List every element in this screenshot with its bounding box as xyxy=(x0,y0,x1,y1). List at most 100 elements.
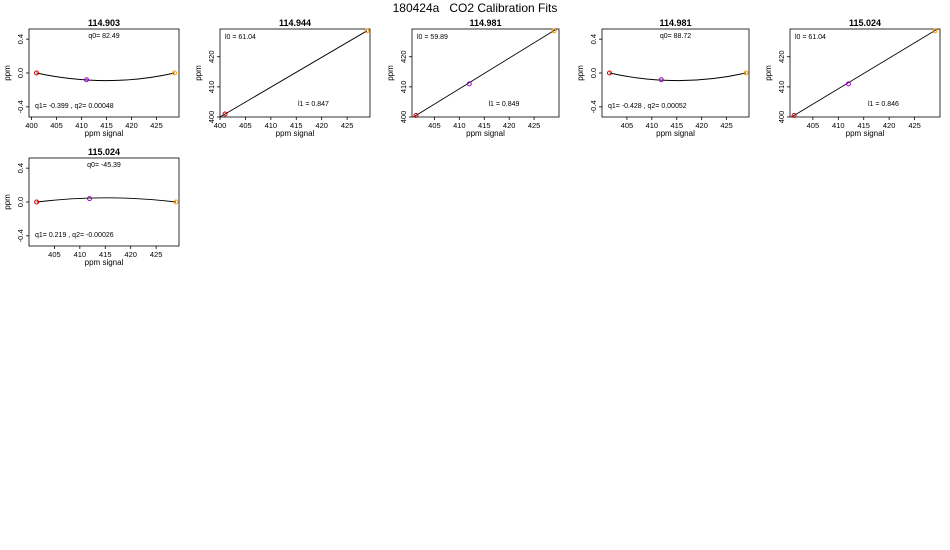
x-tick-label: 405 xyxy=(239,121,252,130)
chart-title: 115.024 xyxy=(88,147,120,157)
y-tick-label: 420 xyxy=(207,50,216,63)
data-point xyxy=(172,70,177,76)
x-tick-label: 425 xyxy=(150,250,163,259)
x-axis-label: ppm signal xyxy=(466,129,505,138)
y-tick-label: 0.4 xyxy=(589,34,598,44)
y-tick-label: 400 xyxy=(207,111,216,124)
x-tick-label: 405 xyxy=(48,250,61,259)
x-tick-label: 415 xyxy=(99,250,112,259)
x-tick-label: 420 xyxy=(695,121,708,130)
chart-title: 115.024 xyxy=(849,18,881,28)
x-tick-label: 425 xyxy=(341,121,354,130)
y-axis-label: ppm xyxy=(3,194,12,210)
fit-annotation: l0 = 61.04 xyxy=(225,34,256,41)
plot-frame xyxy=(411,28,560,118)
data-point xyxy=(222,111,228,117)
y-tick-label: 410 xyxy=(207,81,216,94)
chart-title: 114.944 xyxy=(279,18,311,28)
y-tick-label: 420 xyxy=(399,50,408,63)
fit-annotation: l0 = 61.04 xyxy=(795,34,826,41)
x-tick-label: 425 xyxy=(150,121,163,130)
data-point xyxy=(743,70,749,76)
y-axis-label: ppm xyxy=(764,65,773,81)
x-tick-label: 410 xyxy=(832,121,845,130)
chart-title: 114.981 xyxy=(659,18,691,28)
y-tick-label: 0.4 xyxy=(16,34,25,44)
data-point xyxy=(658,77,664,83)
x-tick-label: 410 xyxy=(646,121,659,130)
fit-line xyxy=(791,28,938,118)
y-tick-label: 410 xyxy=(399,81,408,94)
x-axis-label: ppm signal xyxy=(656,129,695,138)
x-tick-label: 415 xyxy=(670,121,683,130)
y-axis-label: ppm xyxy=(386,65,395,81)
x-tick-label: 400 xyxy=(214,121,227,130)
y-axis-label: ppm xyxy=(194,65,203,81)
x-axis-label: ppm signal xyxy=(85,258,124,267)
x-tick-label: 420 xyxy=(503,121,516,130)
y-tick-label: 420 xyxy=(777,50,786,63)
fit-line xyxy=(413,28,557,118)
x-tick-label: 405 xyxy=(621,121,634,130)
x-tick-label: 405 xyxy=(807,121,820,130)
x-axis-label: ppm signal xyxy=(85,129,124,138)
data-point xyxy=(845,81,851,87)
fit-annotation: q1= -0.428 , q2= 0.00052 xyxy=(608,103,687,110)
x-tick-label: 425 xyxy=(528,121,541,130)
data-point xyxy=(466,81,472,87)
fit-line xyxy=(36,72,175,82)
y-tick-label: 400 xyxy=(777,111,786,124)
data-point xyxy=(364,28,370,34)
data-point xyxy=(173,199,179,205)
y-tick-label: 410 xyxy=(777,81,786,94)
x-tick-label: 420 xyxy=(124,250,137,259)
chart-title: 114.981 xyxy=(469,18,501,28)
data-point xyxy=(791,112,797,118)
fit-annotation: q0= -45.39 xyxy=(87,162,121,169)
fit-annotation: q1= 0.219 , q2= -0.00026 xyxy=(35,232,114,239)
data-point xyxy=(551,28,557,34)
y-tick-label: -0.4 xyxy=(16,100,25,113)
y-tick-label: 0.0 xyxy=(589,68,598,78)
data-point xyxy=(87,196,93,202)
x-tick-label: 405 xyxy=(50,121,63,130)
y-tick-label: -0.4 xyxy=(16,229,25,242)
y-tick-label: 400 xyxy=(399,111,408,124)
x-tick-label: 410 xyxy=(265,121,278,130)
y-tick-label: -0.4 xyxy=(589,100,598,113)
fit-annotation: q1= -0.399 , q2= 0.00048 xyxy=(35,103,114,110)
y-tick-label: 0.0 xyxy=(16,197,25,207)
y-axis-label: ppm xyxy=(576,65,585,81)
fit-line xyxy=(609,72,747,82)
chart-title: 114.903 xyxy=(88,18,120,28)
fit-annotation: l1 = 0.849 xyxy=(488,101,519,108)
data-point xyxy=(34,199,40,205)
fit-annotation: l0 = 59.89 xyxy=(417,34,448,41)
data-point xyxy=(84,77,89,83)
x-tick-label: 415 xyxy=(478,121,491,130)
x-tick-label: 420 xyxy=(315,121,328,130)
x-tick-label: 415 xyxy=(290,121,303,130)
page-title: 180424a CO2 Calibration Fits xyxy=(392,1,558,15)
fit-annotation: l1 = 0.846 xyxy=(868,101,899,108)
fit-line xyxy=(36,197,177,203)
plot-frame xyxy=(789,28,941,118)
data-point xyxy=(606,70,612,76)
x-tick-label: 425 xyxy=(720,121,733,130)
data-point xyxy=(932,28,938,34)
x-tick-label: 410 xyxy=(453,121,466,130)
x-tick-label: 425 xyxy=(908,121,921,130)
x-tick-label: 415 xyxy=(100,121,113,130)
y-tick-label: 0.0 xyxy=(16,68,25,78)
x-tick-label: 410 xyxy=(75,121,88,130)
x-tick-label: 415 xyxy=(857,121,870,130)
fit-annotation: q0= 82.49 xyxy=(88,33,119,40)
fit-annotation: q0= 88.72 xyxy=(660,33,691,40)
x-tick-label: 420 xyxy=(125,121,138,130)
x-axis-label: ppm signal xyxy=(276,129,315,138)
x-axis-label: ppm signal xyxy=(846,129,885,138)
y-tick-label: 0.4 xyxy=(16,163,25,173)
x-tick-label: 405 xyxy=(428,121,441,130)
data-point xyxy=(413,112,419,118)
